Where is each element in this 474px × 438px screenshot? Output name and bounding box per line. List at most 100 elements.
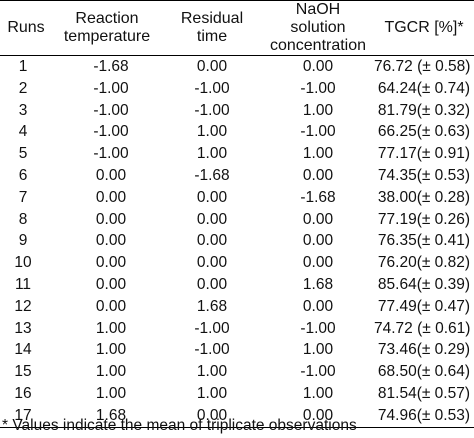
table-row: 4 -1.00 1.00 -1.00 66.25(± 0.63) xyxy=(0,121,474,143)
header-time-line2: time xyxy=(196,28,228,45)
header-temperature: Reaction temperature xyxy=(52,0,162,56)
cell-time: -1.68 xyxy=(194,166,230,184)
cell-tgcr: 64.24(± 0.74) xyxy=(377,79,470,97)
cell-tgcr: 85.64(± 0.39) xyxy=(377,275,470,293)
table-header: Runs Reaction temperature Residual time … xyxy=(0,0,474,56)
footnote: * Values indicate the mean of triplicate… xyxy=(2,417,357,434)
cell-naoh: 0.00 xyxy=(302,166,334,184)
cell-run: 16 xyxy=(14,384,32,402)
cell-naoh: 1.00 xyxy=(302,101,334,119)
cell-time: 0.00 xyxy=(196,188,228,206)
table-row: 7 0.00 0.00 -1.68 38.00(± 0.28) xyxy=(0,187,474,209)
cell-run: 12 xyxy=(14,297,32,315)
header-tgcr-label: TGCR [%]* xyxy=(384,19,464,36)
cell-tgcr: 38.00(± 0.28) xyxy=(377,188,470,206)
cell-temperature: 0.00 xyxy=(95,275,127,293)
cell-time: 0.00 xyxy=(162,404,262,428)
cell-run: 9 xyxy=(18,232,28,250)
cell-temperature: 0.00 xyxy=(95,188,127,206)
cell-run: 5 xyxy=(18,145,28,163)
cell-time: 1.00 xyxy=(196,123,228,141)
cell-naoh: 1.68 xyxy=(302,275,334,293)
cell-naoh: 0.00 xyxy=(302,232,334,250)
cell-tgcr: 68.50(± 0.64) xyxy=(377,363,470,381)
table-row: 2 -1.00 -1.00 -1.00 64.24(± 0.74) xyxy=(0,78,474,100)
cell-temperature: -1.68 xyxy=(93,58,129,75)
header-temperature-line1: Reaction xyxy=(75,10,139,27)
cell-temperature: 0.00 xyxy=(95,254,127,272)
table-row: 11 0.00 0.00 1.68 85.64(± 0.39) xyxy=(0,274,474,296)
table-row: 12 0.00 1.68 0.00 77.49(± 0.47) xyxy=(0,296,474,318)
cell-tgcr: 74.35(± 0.53) xyxy=(377,166,470,184)
cell-temperature: 1.00 xyxy=(95,341,127,359)
cell-temperature: -1.00 xyxy=(93,79,129,97)
cell-run: 10 xyxy=(14,254,32,272)
cell-time: 1.00 xyxy=(196,145,228,163)
cell-temperature: 1.68 xyxy=(52,404,162,428)
cell-temperature: 0.00 xyxy=(95,297,127,315)
header-runs-label: Runs xyxy=(7,19,45,36)
cell-naoh: 1.00 xyxy=(302,384,334,402)
header-temperature-line2: temperature xyxy=(63,28,151,45)
header-row: Runs Reaction temperature Residual time … xyxy=(0,0,474,56)
table-row: 6 0.00 -1.68 0.00 74.35(± 0.53) xyxy=(0,165,474,187)
cell-temperature: 0.00 xyxy=(95,232,127,250)
header-naoh-line2: solution xyxy=(290,19,346,36)
cell-time: 0.00 xyxy=(196,275,228,293)
cell-temperature: 1.00 xyxy=(95,384,127,402)
cell-naoh: 0.00 xyxy=(302,210,334,228)
cell-time: 0.00 xyxy=(196,210,228,228)
table-row: 10 0.00 0.00 0.00 76.20(± 0.82) xyxy=(0,252,474,274)
cell-naoh: -1.00 xyxy=(300,319,336,337)
cell-tgcr: 74.72 (± 0.61) xyxy=(374,319,471,337)
cell-time: -1.00 xyxy=(194,79,230,97)
cell-time: -1.00 xyxy=(194,341,230,359)
cell-run: 2 xyxy=(18,79,28,97)
table-row: 13 1.00 -1.00 -1.00 74.72 (± 0.61) xyxy=(0,318,474,340)
header-naoh-line1: NaOH xyxy=(295,1,341,18)
cell-temperature: -1.00 xyxy=(93,101,129,119)
table-row: 15 1.00 1.00 -1.00 68.50(± 0.64) xyxy=(0,361,474,383)
cell-tgcr: 66.25(± 0.63) xyxy=(377,123,470,141)
table-row: 17 1.68 0.00 0.00 74.96(± 0.53) xyxy=(0,404,474,428)
table-body: 1 -1.68 0.00 0.00 76.72 (± 0.58) 2 -1.00 -1.00 -… xyxy=(0,56,474,428)
cell-tgcr: 73.46(± 0.29) xyxy=(377,341,470,359)
cell-time: -1.00 xyxy=(194,101,230,119)
cell-temperature: -1.00 xyxy=(93,123,129,141)
cell-time: 1.68 xyxy=(196,297,228,315)
cell-naoh: -1.00 xyxy=(300,123,336,141)
cell-tgcr: 76.20(± 0.82) xyxy=(377,254,470,272)
cell-run: 11 xyxy=(14,275,32,293)
cell-run: 3 xyxy=(18,101,28,119)
cell-tgcr: 77.17(± 0.91) xyxy=(377,145,470,163)
cell-naoh: 1.00 xyxy=(302,145,334,163)
results-table-container: Runs Reaction temperature Residual time … xyxy=(0,0,474,428)
cell-tgcr: 81.79(± 0.32) xyxy=(377,101,470,119)
cell-naoh: 1.00 xyxy=(302,341,334,359)
cell-time: 0.00 xyxy=(196,58,228,75)
cell-time: 1.00 xyxy=(196,363,228,381)
header-runs: Runs xyxy=(0,0,52,56)
cell-temperature: 1.00 xyxy=(95,319,127,337)
header-tgcr: TGCR [%]* xyxy=(374,0,474,56)
cell-time: -1.00 xyxy=(194,319,230,337)
cell-run: 4 xyxy=(18,123,28,141)
cell-time: 0.00 xyxy=(196,254,228,272)
cell-naoh: -1.00 xyxy=(300,79,336,97)
cell-run: 15 xyxy=(14,363,32,381)
cell-run: 6 xyxy=(18,166,28,184)
header-naoh-line3: concentration xyxy=(269,37,367,54)
cell-naoh: 0.00 xyxy=(302,254,334,272)
header-naoh: NaOH solution concentration xyxy=(262,0,374,56)
cell-run: 17 xyxy=(0,404,52,428)
header-time: Residual time xyxy=(162,0,262,56)
cell-tgcr: 76.72 (± 0.58) xyxy=(374,58,471,75)
cell-temperature: -1.00 xyxy=(93,145,129,163)
cell-run: 1 xyxy=(18,58,28,75)
header-time-line1: Residual xyxy=(180,10,244,27)
cell-naoh: 0.00 xyxy=(302,58,334,75)
results-table: Runs Reaction temperature Residual time … xyxy=(0,0,474,428)
cell-tgcr: 81.54(± 0.57) xyxy=(377,384,470,402)
cell-temperature: 1.00 xyxy=(95,363,127,381)
cell-temperature: 0.00 xyxy=(95,166,127,184)
